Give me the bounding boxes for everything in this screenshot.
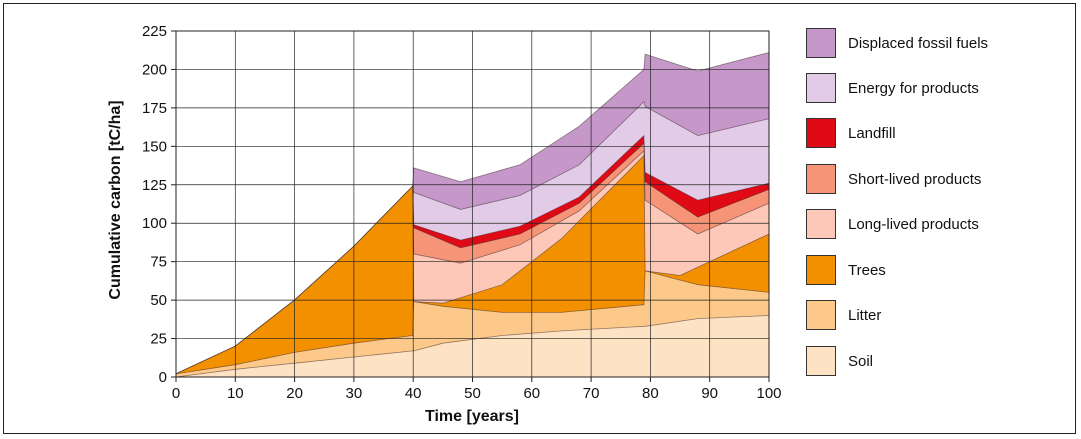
- legend-label: Litter: [848, 306, 882, 324]
- y-tick-label: 100: [142, 215, 167, 232]
- y-tick-label: 0: [159, 369, 167, 386]
- legend-item-landfill: Landfill: [806, 118, 896, 148]
- x-tick-label: 10: [227, 385, 244, 402]
- legend-item-long-lived-products: Long-lived products: [806, 209, 979, 239]
- x-axis-label: Time [years]: [425, 408, 519, 425]
- y-axis-label: Cumulative carbon [tC/ha]: [107, 100, 124, 299]
- legend-swatch: [806, 300, 836, 330]
- legend-label: Displaced fossil fuels: [848, 34, 989, 52]
- grid-lines: [176, 31, 769, 377]
- x-tick-label: 40: [405, 385, 422, 402]
- chart-frame: 0 10 20 30 40 50 60 70 80 90 100 0 25 50 75 100 125 150 1…: [3, 3, 1076, 434]
- x-tick-label: 80: [642, 385, 659, 402]
- y-tick-label: 175: [142, 100, 167, 117]
- legend-swatch: [806, 164, 836, 194]
- legend-label: Energy for products: [848, 79, 979, 97]
- x-tick-label: 70: [583, 385, 600, 402]
- legend-label: Short-lived products: [848, 170, 982, 188]
- legend-item-displaced-fossil-fuels: Displaced fossil fuels: [806, 28, 988, 58]
- legend-swatch: [806, 209, 836, 239]
- legend-swatch: [806, 346, 836, 376]
- chart-svg: 0 10 20 30 40 50 60 70 80 90 100 0 25 50 75 100 125 150 1…: [107, 23, 782, 425]
- legend-swatch: [806, 73, 836, 103]
- legend-label: Long-lived products: [848, 215, 979, 233]
- y-tick-label: 150: [142, 138, 167, 155]
- y-tick-label: 225: [142, 23, 167, 40]
- legend-item-litter: Litter: [806, 300, 881, 330]
- y-axis-ticks: 0 25 50 75 100 125 150 175 200 225: [142, 23, 176, 386]
- x-tick-label: 0: [172, 385, 180, 402]
- legend-item-energy-for-products: Energy for products: [806, 73, 979, 103]
- legend-label: Trees: [848, 261, 886, 279]
- legend-label: Soil: [848, 352, 874, 370]
- x-tick-label: 90: [701, 385, 718, 402]
- legend-swatch: [806, 28, 836, 58]
- legend-item-soil: Soil: [806, 346, 873, 376]
- x-tick-label: 60: [523, 385, 540, 402]
- x-tick-label: 20: [286, 385, 303, 402]
- y-tick-label: 25: [150, 331, 167, 348]
- legend-swatch: [806, 118, 836, 148]
- x-axis-ticks: 0 10 20 30 40 50 60 70 80 90 100: [172, 377, 782, 402]
- y-tick-label: 125: [142, 177, 167, 194]
- y-tick-label: 75: [150, 254, 167, 271]
- y-tick-label: 200: [142, 61, 167, 78]
- legend-item-short-lived-products: Short-lived products: [806, 164, 981, 194]
- legend-swatch: [806, 255, 836, 285]
- x-tick-label: 100: [756, 385, 781, 402]
- x-tick-label: 50: [464, 385, 481, 402]
- legend-label: Landfill: [848, 124, 896, 142]
- y-tick-label: 50: [150, 292, 167, 309]
- x-tick-label: 30: [346, 385, 363, 402]
- legend-item-trees: Trees: [806, 255, 886, 285]
